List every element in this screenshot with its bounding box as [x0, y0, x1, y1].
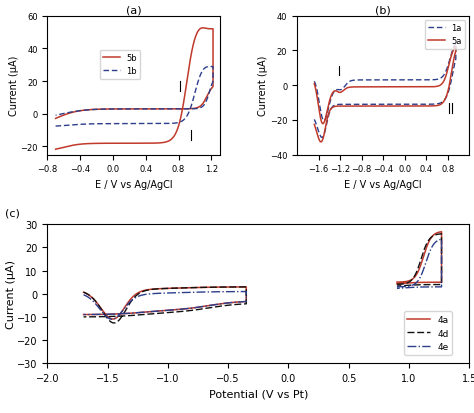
X-axis label: E / V vs Ag/AgCl: E / V vs Ag/AgCl: [344, 180, 422, 190]
X-axis label: E / V vs Ag/AgCl: E / V vs Ag/AgCl: [95, 180, 173, 190]
Text: (c): (c): [5, 208, 20, 218]
Title: (b): (b): [375, 6, 391, 16]
Y-axis label: Current (μA): Current (μA): [9, 56, 19, 116]
Y-axis label: Current (μA): Current (μA): [6, 260, 16, 328]
Y-axis label: Current (μA): Current (μA): [258, 56, 268, 116]
Legend: 4a, 4d, 4e: 4a, 4d, 4e: [404, 312, 452, 355]
Legend: 1a, 5a: 1a, 5a: [425, 21, 465, 50]
Title: (a): (a): [126, 6, 141, 16]
Legend: 5b, 1b: 5b, 1b: [100, 51, 140, 79]
X-axis label: Potential (V vs Pt): Potential (V vs Pt): [209, 389, 308, 399]
